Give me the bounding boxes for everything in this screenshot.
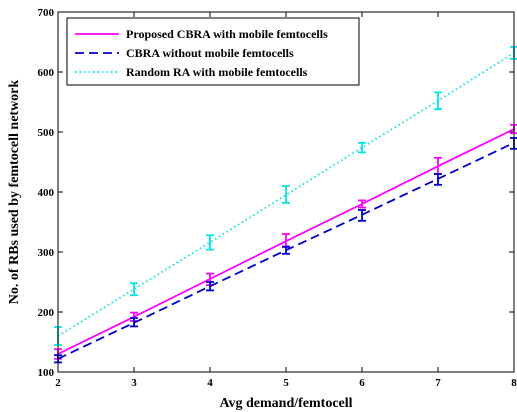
error-bar [434,173,442,186]
error-bar [434,91,442,111]
ticks-layer: 2 3 4 5 6 7 8 100 200 300 400 500 600 700 [38,7,517,389]
legend: Proposed CBRA with mobile femtocells CBRA… [66,17,360,86]
x-tick-label: 3 [131,377,137,389]
y-tick-label: 300 [38,247,55,259]
error-bar [282,245,290,255]
error-bar [434,156,442,175]
y-axis-title: No. of RBs used by femtocell network [7,80,22,305]
x-tick-label: 4 [207,377,213,389]
series-1 [54,123,517,360]
legend-label: Random RA with mobile femtocells [126,65,308,79]
y-tick-label: 500 [38,127,55,139]
legend-box [66,17,360,86]
error-bar [130,317,138,328]
series-2 [54,137,517,364]
x-tick-label: 6 [359,377,365,389]
series-layer [54,45,517,364]
plot-frame [57,11,515,373]
y-tick-label: 100 [38,367,55,379]
error-bar [358,209,366,222]
legend-label: CBRA without mobile femtocells [126,46,294,60]
series-3 [54,45,517,346]
y-tick-label: 200 [38,307,55,319]
error-bar [358,199,366,209]
x-tick-label: 2 [55,377,61,389]
legend-label: Proposed CBRA with mobile femtocells [126,27,328,41]
x-tick-label: 8 [511,377,517,389]
error-bar [130,282,138,297]
x-tick-label: 7 [435,377,441,389]
y-tick-label: 400 [38,187,55,199]
error-bar [282,185,290,204]
x-tick-label: 5 [283,377,289,389]
error-bar [358,141,366,154]
y-tick-label: 600 [38,67,55,79]
error-bar [206,234,214,251]
error-bar [206,281,214,292]
x-axis-title: Avg demand/femtocell [219,396,352,411]
y-tick-label: 700 [38,7,55,19]
